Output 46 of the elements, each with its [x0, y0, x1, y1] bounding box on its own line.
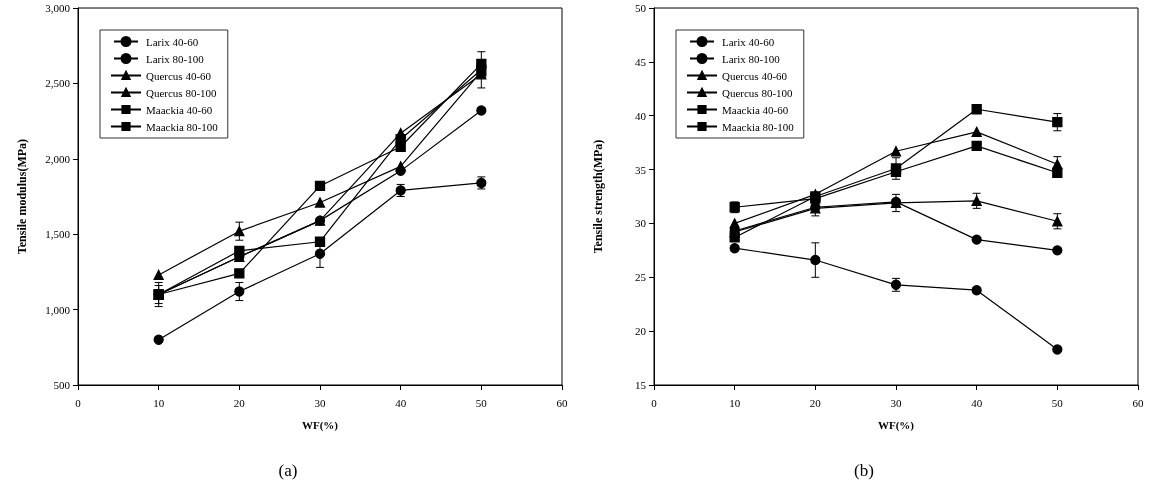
x-tick-label: 60	[556, 396, 568, 409]
x-axis-title: WF(%)	[301, 418, 339, 432]
legend-label: Maackia 40-60	[146, 103, 213, 116]
legend-label: Quercus 80-100	[146, 86, 218, 99]
x-tick-label: 50	[1051, 396, 1064, 409]
y-tick-label: 35	[635, 163, 647, 176]
x-tick-label: 40	[395, 396, 407, 409]
y-tick-label: 40	[635, 109, 647, 122]
legend-label: Larix 80-100	[722, 52, 781, 65]
y-tick-label: 15	[635, 379, 647, 391]
x-tick-label: 30	[314, 396, 326, 409]
y-tick-label: 20	[635, 325, 647, 338]
y-tick-label: 2,000	[45, 152, 71, 165]
x-tick-label: 20	[809, 396, 822, 409]
y-tick-label: 45	[635, 55, 647, 68]
text: (b)	[854, 461, 874, 480]
x-tick-label: 10	[153, 396, 165, 409]
x-tick-label: 50	[475, 396, 488, 409]
y-tick-label: 3,000	[45, 2, 71, 14]
y-axis-title: Tensile strength(MPa)	[591, 139, 605, 254]
y-tick-label: 1,500	[45, 228, 71, 241]
y-tick-label: 1,000	[45, 303, 71, 316]
text: (a)	[278, 461, 298, 480]
x-tick-label: 40	[971, 396, 983, 409]
x-tick-label: 0	[75, 396, 82, 409]
y-axis-title: Tensile modulus(MPa)	[15, 138, 29, 255]
legend-label: Quercus 40-60	[722, 69, 788, 82]
y-tick-label: 25	[635, 271, 647, 284]
y-tick-label: 30	[635, 217, 647, 230]
legend-label: Larix 40-60	[722, 35, 775, 48]
x-tick-label: 20	[233, 396, 246, 409]
x-tick-label: 10	[729, 396, 741, 409]
y-tick-label: 2,500	[45, 77, 71, 90]
y-tick-label: 50	[635, 2, 647, 14]
legend-label: Maackia 80-100	[722, 120, 795, 133]
legend-label: Quercus 40-60	[146, 69, 212, 82]
x-tick-label: 0	[651, 396, 658, 409]
legend-label: Maackia 80-100	[146, 120, 219, 133]
legend-label: Quercus 80-100	[722, 86, 794, 99]
x-tick-label: 30	[890, 396, 902, 409]
legend-label: Larix 80-100	[146, 52, 205, 65]
x-axis-title: WF(%)	[877, 418, 915, 432]
legend-label: Maackia 40-60	[722, 103, 789, 116]
legend-label: Larix 40-60	[146, 35, 199, 48]
y-tick-label: 500	[53, 379, 71, 391]
x-tick-label: 60	[1132, 396, 1144, 409]
